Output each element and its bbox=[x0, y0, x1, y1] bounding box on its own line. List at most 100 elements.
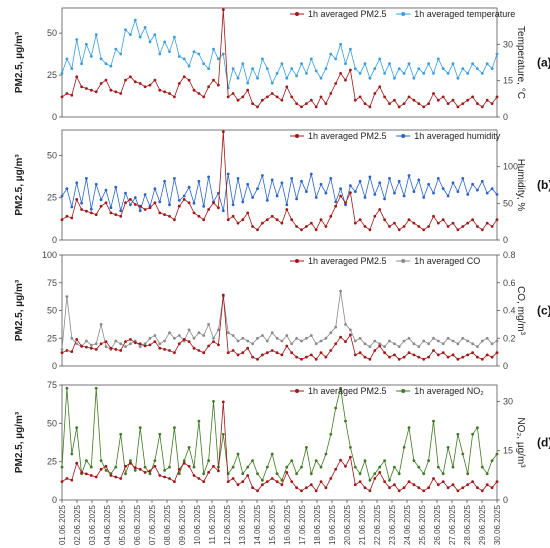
data-point bbox=[173, 218, 176, 222]
data-point bbox=[373, 339, 377, 343]
data-point bbox=[427, 459, 430, 462]
series-line bbox=[61, 18, 498, 88]
data-point bbox=[168, 214, 171, 218]
right-tick-label: 0.8 bbox=[503, 250, 516, 260]
data-point bbox=[85, 177, 88, 180]
data-point bbox=[236, 353, 240, 357]
data-point bbox=[397, 228, 401, 232]
right-tick-label: 0 bbox=[503, 112, 508, 122]
data-point bbox=[349, 68, 352, 72]
data-point bbox=[324, 67, 328, 70]
data-point bbox=[207, 175, 211, 179]
data-point bbox=[197, 349, 201, 352]
data-point bbox=[280, 221, 284, 225]
data-point bbox=[295, 225, 298, 228]
data-point bbox=[182, 338, 186, 341]
data-point bbox=[412, 98, 416, 102]
data-point bbox=[173, 480, 176, 483]
data-point bbox=[295, 472, 298, 476]
data-point bbox=[339, 289, 342, 293]
data-point bbox=[158, 211, 162, 215]
data-point bbox=[114, 185, 118, 189]
data-point bbox=[207, 85, 211, 89]
data-point bbox=[168, 203, 171, 207]
data-point bbox=[466, 339, 470, 343]
data-point bbox=[89, 343, 93, 347]
right-tick-label: 15 bbox=[503, 76, 513, 86]
data-point bbox=[285, 203, 289, 207]
data-point bbox=[456, 105, 460, 109]
data-point bbox=[383, 218, 386, 222]
data-point bbox=[422, 105, 426, 109]
data-point bbox=[461, 336, 465, 340]
series-1h-averaged-pm2-5 bbox=[60, 293, 499, 361]
data-point bbox=[85, 345, 88, 349]
data-point bbox=[158, 342, 162, 346]
data-point bbox=[241, 200, 245, 204]
legend-label: 1h averaged humidity bbox=[414, 131, 501, 141]
data-point bbox=[60, 348, 64, 351]
data-point bbox=[436, 57, 440, 61]
data-point bbox=[148, 472, 152, 476]
data-point bbox=[314, 489, 318, 493]
panel-tag: (a) bbox=[537, 56, 550, 70]
data-point bbox=[451, 221, 455, 225]
data-point bbox=[407, 218, 411, 222]
data-point bbox=[285, 334, 289, 337]
series-1h-averaged-temperature bbox=[60, 18, 499, 90]
data-point bbox=[393, 483, 396, 487]
data-point bbox=[349, 328, 352, 332]
plot-frame bbox=[61, 129, 498, 241]
data-point bbox=[383, 480, 386, 483]
data-point bbox=[182, 75, 186, 79]
data-point bbox=[104, 340, 108, 343]
data-point bbox=[300, 105, 303, 109]
panel-tag: (b) bbox=[537, 178, 550, 192]
data-point bbox=[446, 336, 450, 340]
legend-label: 1h averaged NO₂ bbox=[414, 386, 484, 396]
data-point bbox=[261, 483, 264, 487]
data-point bbox=[60, 95, 64, 99]
data-point bbox=[226, 95, 230, 99]
panel-3: 0 25 50 75 100 0 0.2 0.4 0.6 0.8 PM2.5, µg/m³ CO, m… bbox=[14, 250, 550, 371]
plot-frame bbox=[61, 7, 498, 118]
data-point bbox=[182, 57, 186, 61]
data-point bbox=[212, 400, 215, 403]
data-point bbox=[212, 340, 215, 343]
data-point bbox=[85, 459, 88, 462]
data-point bbox=[80, 471, 83, 474]
y2-axis-label: Temperature, °C bbox=[515, 26, 526, 99]
data-point bbox=[153, 459, 157, 462]
x-tick-label: 15.06.2025 bbox=[268, 504, 277, 545]
data-point bbox=[251, 342, 255, 346]
data-point bbox=[353, 190, 357, 194]
data-point bbox=[476, 67, 479, 70]
data-point bbox=[456, 357, 460, 361]
data-point bbox=[221, 8, 225, 12]
data-point bbox=[231, 67, 235, 70]
data-point bbox=[373, 472, 377, 476]
data-point bbox=[446, 194, 450, 198]
data-point bbox=[60, 480, 64, 483]
data-point bbox=[309, 353, 313, 357]
data-point bbox=[373, 477, 377, 480]
data-point bbox=[329, 349, 333, 352]
data-point bbox=[251, 459, 255, 462]
data-point bbox=[246, 465, 250, 469]
data-point bbox=[265, 339, 269, 343]
data-point bbox=[89, 211, 93, 215]
data-point bbox=[70, 67, 74, 70]
data-point bbox=[397, 357, 401, 361]
data-point bbox=[476, 188, 479, 192]
data-point bbox=[236, 76, 240, 80]
data-point bbox=[485, 221, 489, 225]
data-point bbox=[270, 349, 274, 352]
data-point bbox=[212, 201, 215, 205]
data-point bbox=[129, 203, 132, 207]
data-point bbox=[344, 203, 347, 207]
data-point bbox=[446, 486, 450, 490]
data-point bbox=[261, 478, 264, 482]
data-point bbox=[124, 472, 127, 476]
data-point bbox=[153, 187, 157, 191]
legend-swatch-marker bbox=[295, 259, 299, 263]
